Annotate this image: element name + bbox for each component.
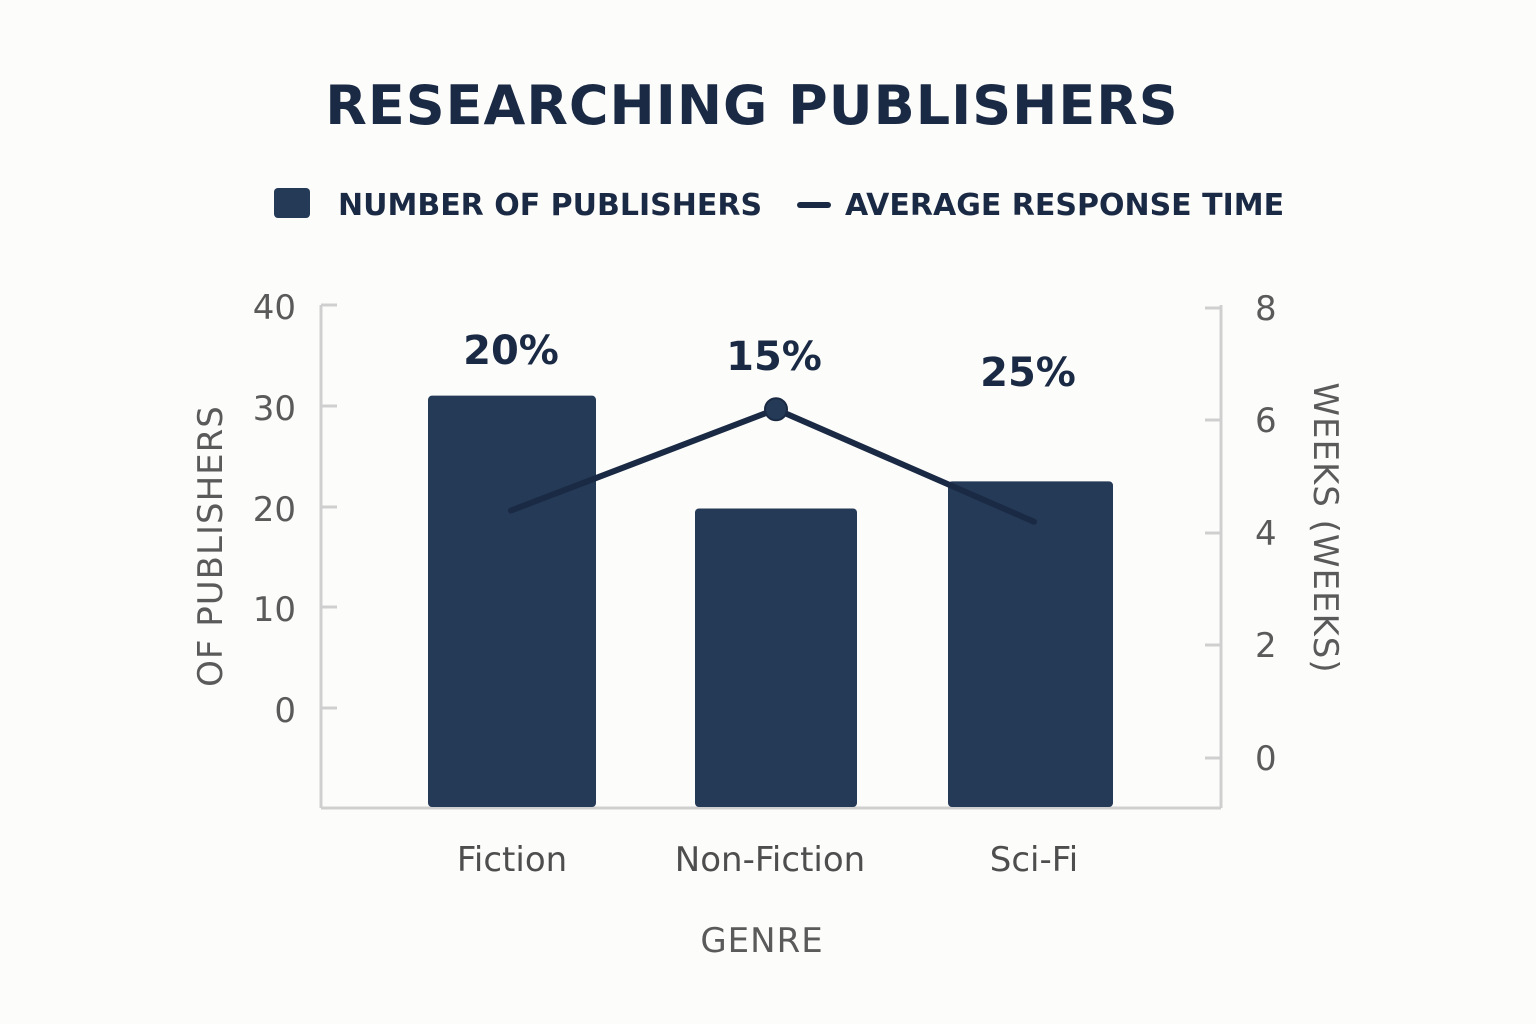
y-ticks-left: 40 30 20 10 0 — [253, 288, 337, 731]
legend-label-bars: NUMBER OF PUBLISHERS — [338, 188, 762, 223]
legend-swatch-bars — [274, 188, 310, 218]
legend: NUMBER OF PUBLISHERS AVERAGE RESPONSE TI… — [274, 188, 1284, 223]
category-label-non-fiction: Non-Fiction — [675, 840, 865, 880]
line-series — [508, 397, 1037, 525]
y-axis-title-right: WEEKS (WEEKS) — [1305, 382, 1345, 673]
category-label-fiction: Fiction — [457, 840, 567, 880]
data-label-non-fiction: 15% — [726, 334, 822, 380]
data-labels: 20% 15% 25% — [463, 328, 1076, 396]
category-labels: Fiction Non-Fiction Sci-Fi — [457, 840, 1078, 880]
y-ticks-right: 8 6 4 2 0 — [1205, 289, 1277, 779]
y2-tick-label: 6 — [1255, 401, 1277, 441]
y-tick-label: 30 — [253, 389, 296, 429]
y-tick-label: 20 — [253, 490, 296, 530]
data-label-sci-fi: 25% — [980, 350, 1076, 396]
category-label-sci-fi: Sci-Fi — [990, 840, 1079, 880]
y-tick-label: 0 — [274, 691, 296, 731]
bar-fiction — [428, 395, 596, 807]
bar-sci-fi — [948, 481, 1113, 807]
legend-label-line: AVERAGE RESPONSE TIME — [845, 188, 1284, 223]
y2-tick-label: 4 — [1255, 514, 1277, 554]
line-point-non-fiction — [764, 397, 788, 422]
y-tick-label: 10 — [253, 590, 296, 630]
axes — [319, 305, 1223, 810]
data-label-fiction: 20% — [463, 328, 559, 374]
y2-tick-label: 2 — [1255, 626, 1277, 666]
bar-non-fiction — [695, 508, 857, 807]
y2-tick-label: 0 — [1255, 739, 1277, 779]
line-segment-2 — [773, 406, 1037, 525]
x-axis-title: GENRE — [700, 921, 823, 961]
line-segment-1 — [508, 406, 779, 514]
bar-series — [428, 395, 1113, 807]
y-axis-title-left: OF PUBLISHERS — [191, 405, 231, 687]
chart-title: RESEARCHING PUBLISHERS — [325, 74, 1178, 137]
y-tick-label: 40 — [253, 288, 296, 328]
y2-tick-label: 8 — [1255, 289, 1277, 329]
